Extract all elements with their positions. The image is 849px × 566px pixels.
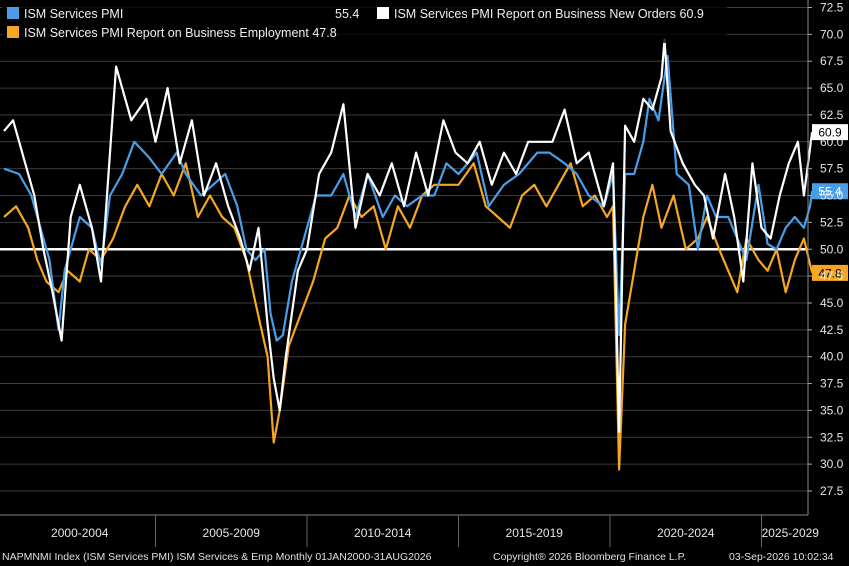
x-axis: 2000-2004 2005-2009 2010-2014 2015-2019 2020… (0, 514, 820, 547)
y-tick-label: 45.0 (820, 296, 844, 310)
y-tick-label: 57.5 (820, 162, 844, 176)
y-tick-label: 55.0 (820, 189, 844, 203)
x-period-label: 2010-2014 (354, 526, 412, 540)
y-tick-label: 37.5 (820, 377, 844, 391)
legend-value-employment: 47.8 (312, 26, 337, 40)
series-lines: 55.4 60.9 47.8 (3, 38, 848, 471)
footer-source: NAPMNMI Index (ISM Services PMI) ISM Ser… (2, 551, 432, 563)
y-tick-label: 40.0 (820, 350, 844, 364)
legend-swatch-new-orders (377, 7, 389, 19)
y-tick-label: 72.5 (820, 1, 844, 15)
legend-value-new-orders: 60.9 (679, 7, 704, 21)
legend-swatch-pmi (7, 7, 19, 19)
legend-label-new-orders: ISM Services PMI Report on Business New … (394, 7, 677, 21)
footer-timestamp: 03-Sep-2026 10:02:34 (729, 551, 834, 563)
legend-item-new-orders: ISM Services PMI Report on Business New … (377, 5, 704, 23)
y-tick-label: 32.5 (820, 430, 844, 444)
x-period-label: 2015-2019 (506, 526, 564, 540)
footer-copyright: Copyright® 2026 Bloomberg Finance L.P. (493, 551, 687, 563)
y-tick-label: 35.0 (820, 403, 844, 417)
x-period-label: 2000-2004 (51, 526, 109, 540)
y-tick-label: 67.5 (820, 54, 844, 68)
x-period-label: 2025-2029 (762, 526, 820, 540)
x-period-label: 2020-2024 (657, 526, 715, 540)
y-tick-label: 62.5 (820, 108, 844, 122)
series-line-0 (3, 54, 814, 342)
last-value-tag-1 (812, 124, 848, 141)
y-tick-label: 27.5 (820, 484, 844, 498)
legend-label-employment: ISM Services PMI Report on Business Empl… (24, 26, 309, 40)
series-line-1 (3, 38, 814, 433)
legend-label-pmi: ISM Services PMI (24, 7, 124, 21)
y-axis: 27.5 30.0 32.5 35.0 37.5 40.0 42.5 45.0 47.5 50.0… (807, 0, 844, 515)
last-value-tag-2 (812, 264, 848, 281)
y-tick-label: 42.5 (820, 323, 844, 337)
y-tick-label: 50.0 (820, 242, 844, 256)
x-period-label: 2005-2009 (203, 526, 261, 540)
last-value-label-2: 47.8 (818, 266, 842, 280)
legend-item-employment: ISM Services PMI Report on Business Empl… (7, 24, 337, 42)
y-tick-label: 30.0 (820, 457, 844, 471)
footer: NAPMNMI Index (ISM Services PMI) ISM Ser… (0, 548, 849, 566)
y-tick-label: 47.5 (820, 269, 844, 283)
legend-value-pmi: 55.4 (335, 7, 360, 21)
legend-swatch-employment (7, 26, 19, 38)
y-tick-label: 52.5 (820, 215, 844, 229)
y-tick-label: 65.0 (820, 81, 844, 95)
y-tick-label: 70.0 (820, 27, 844, 41)
y-tick-label: 60.0 (820, 135, 844, 149)
last-value-label-0: 55.4 (818, 185, 842, 199)
last-value-tag-0 (812, 183, 848, 200)
last-value-label-1: 60.9 (818, 126, 842, 140)
legend: ISM Services PMI 55.4 ISM Services PMI R… (2, 3, 727, 43)
legend-item-pmi: ISM Services PMI (7, 5, 123, 23)
